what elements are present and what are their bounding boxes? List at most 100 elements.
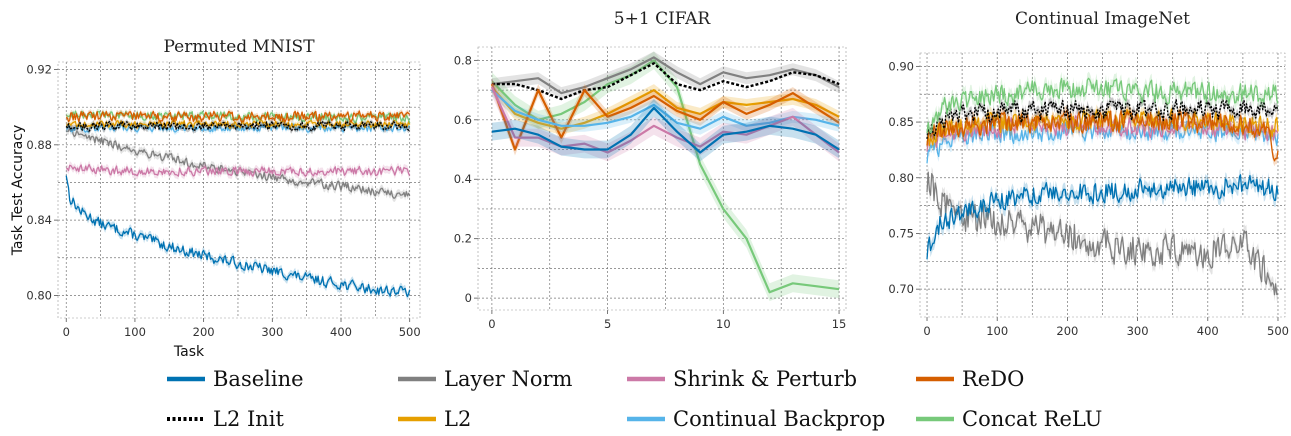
legend-item-l2: L2 [398, 407, 471, 431]
series-band-baseline [927, 168, 1278, 266]
series-line-l2-init [65, 120, 411, 132]
series-line-layer-norm [926, 171, 1279, 296]
y-tick-label: 0.85 [888, 115, 914, 129]
series-concat-relu [926, 71, 1279, 140]
legend-label: L2 Init [213, 407, 285, 431]
x-tick-label: 400 [1197, 324, 1219, 338]
y-tick-label: 0.80 [888, 171, 914, 185]
plot-frame [477, 46, 847, 311]
chart-cifar: 5+1 CIFAR 0 5 10 15 0 0.2 0.4 0.6 0.8 [454, 9, 847, 331]
series-band-concat-relu [491, 51, 840, 302]
x-tick-label: 0 [63, 325, 70, 339]
series-band-redo [66, 108, 410, 125]
legend-item-redo: ReDO [916, 367, 1024, 391]
plot-frame [57, 61, 421, 319]
x-tick-label: 300 [261, 325, 283, 339]
series-l2-init [491, 62, 840, 101]
series-line-l2 [491, 86, 840, 130]
series-line-l2-init [926, 98, 1279, 139]
x-tick-label: 5 [604, 317, 611, 331]
series-layer-norm [491, 51, 840, 99]
series-band-l2 [491, 81, 840, 135]
series-line-shrink-perturb [65, 163, 411, 177]
series-band-shrink-perturb [491, 78, 840, 162]
x-axis-label: Task [173, 344, 205, 360]
series-line-l2-init [491, 62, 840, 101]
chart-continual-imagenet: Continual ImageNet 0 100 200 300 400 500 0.70 0.… [888, 9, 1289, 338]
legend-label: Layer Norm [444, 367, 573, 391]
series-band-continual-backprop [491, 84, 840, 135]
legend-label: L2 [444, 407, 471, 431]
legend-item-continual-backprop: Continual Backprop [627, 407, 885, 431]
series-layer-norm [926, 165, 1279, 302]
x-tick-label: 200 [193, 325, 215, 339]
series-line-baseline [491, 106, 840, 154]
chart-title: 5+1 CIFAR [614, 9, 712, 29]
legend-item-layer-norm: Layer Norm [398, 367, 573, 391]
plot-area [926, 71, 1279, 302]
series-line-redo [926, 109, 1279, 162]
series-redo [926, 104, 1279, 167]
y-tick-label: 0.2 [454, 232, 472, 246]
legend-item-shrink-perturb: Shrink & Perturb [627, 367, 857, 391]
x-tick-label: 15 [832, 317, 847, 331]
plot-frame [919, 52, 1286, 318]
series-line-l2 [66, 119, 411, 129]
series-l2 [491, 81, 840, 135]
legend-item-concat-relu: Concat ReLU [916, 407, 1102, 431]
y-tick-label: 0.92 [26, 63, 52, 77]
y-tick-label: 0.80 [26, 288, 52, 302]
y-tick-label: 0.84 [26, 213, 52, 227]
x-tick-label: 400 [330, 325, 352, 339]
series-line-redo [65, 110, 411, 123]
plot-area [490, 51, 840, 302]
series-l2-init [65, 118, 411, 134]
y-tick-label: 0.88 [26, 138, 52, 152]
grid [478, 47, 846, 310]
y-tick-label: 0.70 [888, 282, 914, 296]
x-tick-label: 300 [1127, 324, 1149, 338]
series-line-baseline [65, 175, 411, 298]
legend-label: ReDO [962, 367, 1024, 391]
legend-label: Shrink & Perturb [673, 367, 857, 391]
series-line-layer-norm [491, 56, 840, 95]
series-band-l2 [927, 103, 1278, 151]
x-tick-label: 500 [1267, 324, 1289, 338]
series-line-continual-backprop [491, 89, 840, 130]
series-band-layer-norm [491, 51, 840, 99]
series-baseline [926, 168, 1279, 266]
y-tick-label: 0 [465, 291, 472, 305]
x-tick-label: 0 [923, 324, 930, 338]
chart-title: Continual ImageNet [1015, 9, 1190, 29]
series-redo [65, 108, 411, 125]
legend-label: Baseline [213, 367, 304, 391]
series-line-shrink-perturb [490, 86, 840, 154]
y-tick-label: 0.90 [888, 59, 914, 73]
x-tick-label: 200 [1056, 324, 1078, 338]
legend: Baseline L2 Init Layer Norm L2 Shrink & Pert… [167, 367, 1102, 431]
x-tick-label: 100 [124, 325, 146, 339]
series-continual-backprop [491, 84, 840, 135]
y-tick-label: 0.8 [454, 53, 472, 67]
y-axis-label: Task Test Accuracy [10, 125, 26, 257]
series-line-redo [490, 83, 840, 151]
y-tick-label: 0.6 [454, 113, 472, 127]
plot-area [65, 108, 411, 301]
series-line-concat-relu [926, 77, 1279, 134]
series-shrink-perturb [490, 78, 840, 162]
y-tick-label: 0.75 [888, 226, 914, 240]
x-tick-label: 0 [488, 317, 495, 331]
series-baseline [65, 171, 411, 301]
legend-label: Concat ReLU [962, 407, 1102, 431]
x-tick-label: 10 [716, 317, 731, 331]
series-line-layer-norm [65, 126, 411, 199]
series-shrink-perturb [65, 160, 411, 180]
y-tick-label: 0.4 [454, 172, 472, 186]
series-band-layer-norm [927, 165, 1278, 302]
x-tick-label: 500 [399, 325, 421, 339]
chart-permuted-mnist: Permuted MNIST 0 100 200 300 400 500 0.80 0.84 0.… [10, 37, 421, 360]
legend-item-baseline: Baseline [167, 367, 304, 391]
series-l2-init [926, 95, 1279, 144]
series-band-l2-init [66, 118, 410, 134]
